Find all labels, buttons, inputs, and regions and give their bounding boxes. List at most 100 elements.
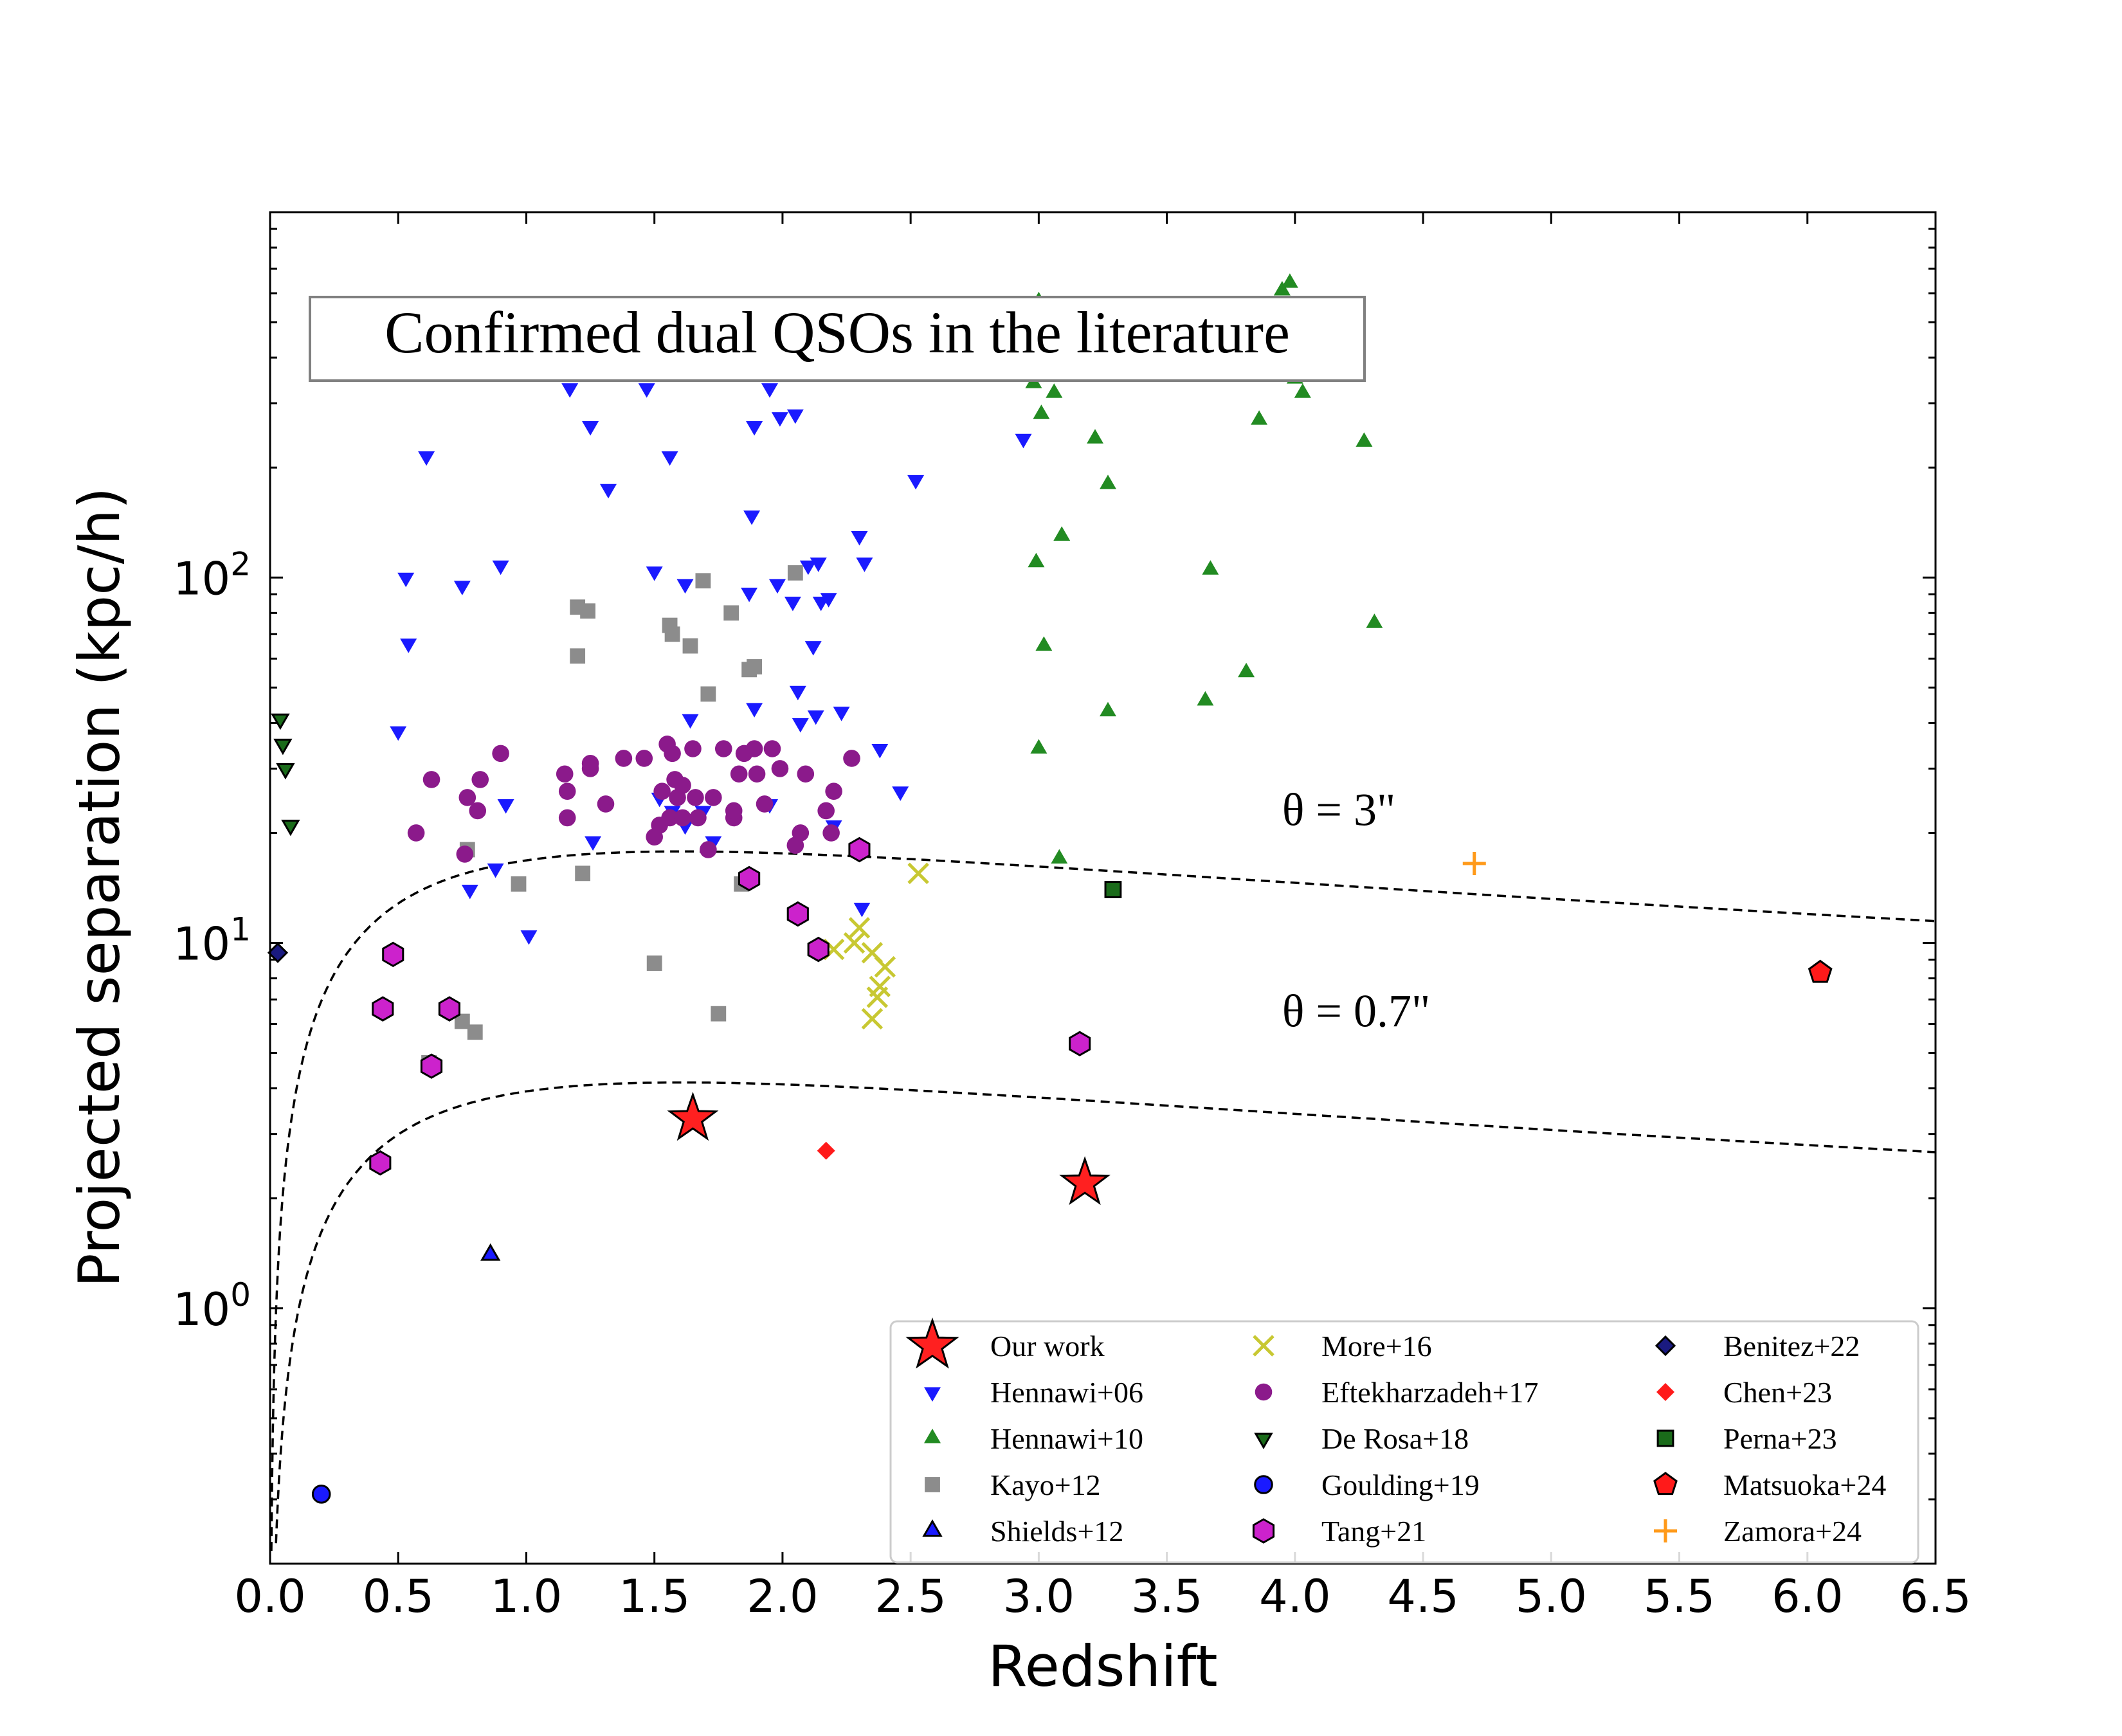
series-more-16 [822, 862, 929, 1030]
data-point-kayo-12-2 [695, 573, 711, 589]
legend-marker [925, 1477, 940, 1492]
data-point-eftekharzadeh-17-6 [556, 765, 574, 783]
data-point-kayo-12-13 [575, 865, 591, 882]
data-point-kayo-12-17 [711, 1006, 727, 1022]
data-point-eftekharzadeh-17-28 [705, 789, 722, 806]
data-point-hennawi-06-20 [769, 579, 786, 594]
data-point-hennawi-06-50 [853, 903, 871, 918]
data-point-more-16-2 [843, 932, 866, 954]
x-tick-label-1: 0.5 [363, 1570, 434, 1623]
legend-marker [1653, 1472, 1678, 1496]
data-point-hennawi-06-9 [851, 531, 868, 546]
data-point-eftekharzadeh-17-7 [558, 782, 576, 800]
data-point-eftekharzadeh-17-3 [471, 771, 489, 788]
data-point-hennawi-10-20 [1238, 662, 1255, 678]
data-point-hennawi-06-18 [676, 579, 694, 594]
data-point-eftekharzadeh-17-13 [635, 750, 653, 767]
legend-item-our-work: Our work [905, 1317, 1105, 1369]
x-tick-label-12: 6.0 [1772, 1570, 1843, 1623]
legend-marker [922, 1519, 943, 1537]
data-point-hennawi-10-24 [1051, 849, 1068, 864]
data-point-hennawi-06-7 [418, 451, 435, 466]
legend-marker [924, 1429, 941, 1443]
data-point-eftekharzadeh-17-16 [653, 782, 671, 800]
legend-item-shields-12: Shields+12 [922, 1515, 1123, 1548]
data-point-goulding-19-0 [311, 1485, 331, 1504]
data-point-eftekharzadeh-17-23 [674, 777, 691, 794]
data-point-eftekharzadeh-17-44 [825, 782, 842, 800]
legend: Our work Hennawi+06 Hennawi+10 Kayo+12 Shiel… [889, 1317, 1919, 1564]
data-point-tang-21-3 [807, 936, 830, 963]
data-point-eftekharzadeh-17-24 [684, 740, 702, 757]
legend-item-more-16: More+16 [1253, 1330, 1432, 1362]
data-point-eftekharzadeh-17-10 [581, 760, 599, 777]
data-point-our-work-0 [667, 1092, 719, 1141]
x-tick-label-2: 1.0 [491, 1570, 562, 1623]
data-point-hennawi-06-36 [871, 744, 889, 759]
legend-item-hennawi-10: Hennawi+10 [924, 1422, 1143, 1455]
data-point-eftekharzadeh-17-46 [456, 845, 474, 863]
legend-marker [924, 1387, 941, 1402]
data-point-hennawi-06-15 [453, 581, 471, 595]
data-point-eftekharzadeh-17-36 [756, 795, 774, 813]
data-point-hennawi-10-22 [1100, 701, 1116, 717]
data-point-hennawi-06-10 [856, 557, 873, 572]
data-point-hennawi-06-21 [784, 597, 801, 611]
legend-marker [1255, 1383, 1273, 1401]
x-tick-label-0: 0.0 [234, 1570, 305, 1623]
legend-marker [1252, 1518, 1275, 1544]
data-point-hennawi-10-17 [1202, 560, 1219, 575]
data-point-hennawi-06-12 [600, 484, 617, 499]
data-point-hennawi-10-15 [1053, 526, 1071, 541]
x-tick-label-7: 3.5 [1131, 1570, 1202, 1623]
data-point-hennawi-06-32 [400, 638, 417, 653]
data-point-eftekharzadeh-17-32 [730, 765, 748, 783]
x-tick-label-10: 5.0 [1516, 1570, 1587, 1623]
data-point-more-16-0 [907, 862, 929, 885]
data-point-hennawi-06-22 [799, 560, 817, 575]
legend-label: Chen+23 [1723, 1376, 1832, 1409]
data-point-eftekharzadeh-17-19 [664, 745, 681, 763]
legend-label: More+16 [1321, 1330, 1432, 1362]
theta-0.7-arcsec-curve [275, 1081, 1936, 1544]
data-point-hennawi-06-4 [746, 421, 763, 436]
data-point-eftekharzadeh-17-27 [700, 841, 717, 858]
annotation-box: Confirmed dual QSOs in the literature [309, 296, 1366, 382]
data-point-hennawi-06-5 [771, 412, 788, 427]
y-axis-label: Projected separation (kpc/h) [66, 487, 132, 1288]
data-point-hennawi-06-34 [682, 714, 699, 729]
data-point-eftekharzadeh-17-45 [843, 750, 860, 767]
data-point-hennawi-06-16 [492, 560, 509, 575]
data-point-eftekharzadeh-17-38 [771, 760, 789, 777]
x-tick-label-9: 4.5 [1387, 1570, 1458, 1623]
data-point-kayo-12-3 [787, 565, 803, 581]
series-zamora-24 [1462, 851, 1486, 875]
data-point-more-16-8 [861, 1008, 884, 1030]
data-point-hennawi-06-11 [907, 475, 925, 490]
data-point-kayo-12-5 [664, 626, 680, 642]
legend-marker [1254, 1433, 1273, 1450]
data-point-hennawi-06-19 [741, 588, 758, 602]
data-point-de-rosa-18-2 [276, 763, 295, 780]
data-point-eftekharzadeh-17-12 [615, 750, 633, 767]
data-point-hennawi-10-21 [1197, 691, 1214, 706]
data-point-hennawi-06-1 [638, 383, 655, 398]
data-point-chen-23-0 [817, 1141, 835, 1160]
y-tick-label-1: 101 [173, 911, 251, 971]
x-axis-label: Redshift [988, 1633, 1217, 1699]
data-point-hennawi-06-47 [487, 863, 504, 878]
data-point-eftekharzadeh-17-11 [597, 795, 615, 813]
data-point-hennawi-06-17 [646, 566, 663, 581]
legend-item-perna-23: Perna+23 [1656, 1422, 1837, 1455]
data-point-eftekharzadeh-17-25 [687, 789, 704, 806]
data-point-eftekharzadeh-17-37 [763, 740, 781, 757]
legend-item-de-rosa-18: De Rosa+18 [1254, 1422, 1469, 1455]
data-point-eftekharzadeh-17-31 [725, 802, 743, 820]
data-point-kayo-12-9 [741, 662, 757, 678]
data-point-hennawi-06-23 [810, 557, 827, 572]
x-tick-label-13: 6.5 [1900, 1570, 1971, 1623]
legend-label: De Rosa+18 [1321, 1422, 1469, 1455]
data-point-tang-21-7 [420, 1053, 443, 1079]
data-point-more-16-7 [866, 986, 889, 1008]
